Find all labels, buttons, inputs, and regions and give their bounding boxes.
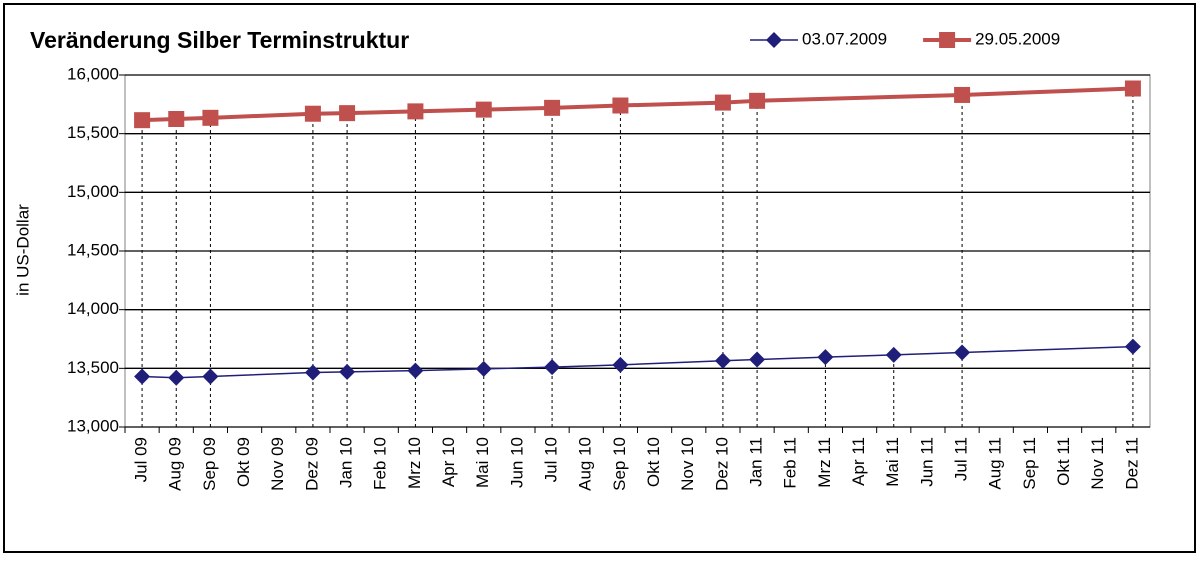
y-tick-label: 13,500 (67, 358, 119, 377)
x-tick-label: Mai 10 (473, 437, 492, 488)
x-tick-label: Feb 11 (781, 437, 800, 489)
x-tick-label: Sep 10 (610, 437, 629, 491)
marker (304, 105, 321, 122)
x-tick-label: Apr 11 (849, 437, 868, 486)
x-tick-label: Aug 11 (986, 437, 1005, 490)
x-tick-label: Okt 09 (234, 437, 253, 487)
marker (939, 32, 956, 48)
marker (749, 92, 766, 109)
marker (544, 99, 561, 116)
x-tick-label: Aug 09 (166, 437, 185, 491)
marker (714, 352, 731, 369)
x-tick-label: Jul 10 (542, 437, 561, 482)
marker (612, 356, 629, 373)
marker (475, 101, 492, 118)
marker (339, 105, 356, 122)
marker (749, 351, 766, 368)
x-tick-label: Jul 11 (952, 437, 971, 481)
y-tick-label: 13,000 (67, 416, 119, 435)
x-tick-label: Jun 11 (917, 437, 936, 487)
marker (202, 368, 219, 385)
marker (304, 364, 321, 381)
x-tick-label: Nov 09 (268, 437, 287, 491)
legend-label: 03.07.2009 (802, 29, 887, 48)
x-tick-label: Mai 11 (883, 437, 902, 487)
x-tick-label: Okt 11 (1054, 437, 1073, 486)
legend-label: 29.05.2009 (975, 29, 1060, 48)
marker (134, 368, 151, 385)
x-tick-label: Nov 10 (678, 437, 697, 491)
marker (1124, 338, 1141, 355)
x-tick-label: Aug 10 (576, 437, 595, 491)
y-tick-label: 16,000 (67, 64, 119, 83)
x-tick-label: Mrz 11 (815, 437, 834, 488)
y-tick-label: 15,500 (67, 123, 119, 142)
x-tick-label: Dez 10 (712, 437, 731, 491)
x-tick-label: Jul 09 (132, 437, 151, 482)
y-tick-label: 15,000 (67, 182, 119, 201)
x-tick-label: Dez 11 (1122, 437, 1141, 490)
marker (475, 360, 492, 377)
marker (202, 109, 219, 126)
x-tick-label: Dez 09 (302, 437, 321, 491)
marker (817, 349, 834, 366)
marker (339, 363, 356, 380)
marker (885, 346, 902, 363)
x-tick-label: Mrz 10 (405, 437, 424, 489)
x-tick-label: Okt 10 (644, 437, 663, 487)
marker (407, 103, 424, 120)
marker (168, 111, 185, 127)
x-tick-label: Jan 10 (337, 437, 356, 488)
y-tick-label: 14,000 (67, 299, 119, 318)
x-tick-label: Sep 09 (200, 437, 219, 491)
marker (612, 97, 629, 114)
marker (1124, 80, 1141, 97)
marker (714, 94, 731, 111)
marker (766, 32, 782, 48)
marker (544, 359, 561, 376)
x-tick-label: Jan 11 (747, 437, 766, 487)
marker (407, 362, 424, 379)
marker (168, 369, 185, 386)
marker (954, 86, 971, 103)
x-tick-label: Feb 10 (371, 437, 390, 490)
y-axis-label: in US-Dollar (13, 204, 32, 296)
chart-title: Veränderung Silber Terminstruktur (30, 27, 409, 53)
marker (954, 344, 971, 361)
y-tick-label: 14,500 (67, 240, 119, 259)
x-tick-label: Jun 10 (507, 437, 526, 488)
x-tick-label: Apr 10 (439, 437, 458, 487)
x-tick-label: Sep 11 (1020, 437, 1039, 490)
x-tick-label: Nov 11 (1088, 437, 1107, 490)
marker (134, 112, 151, 129)
